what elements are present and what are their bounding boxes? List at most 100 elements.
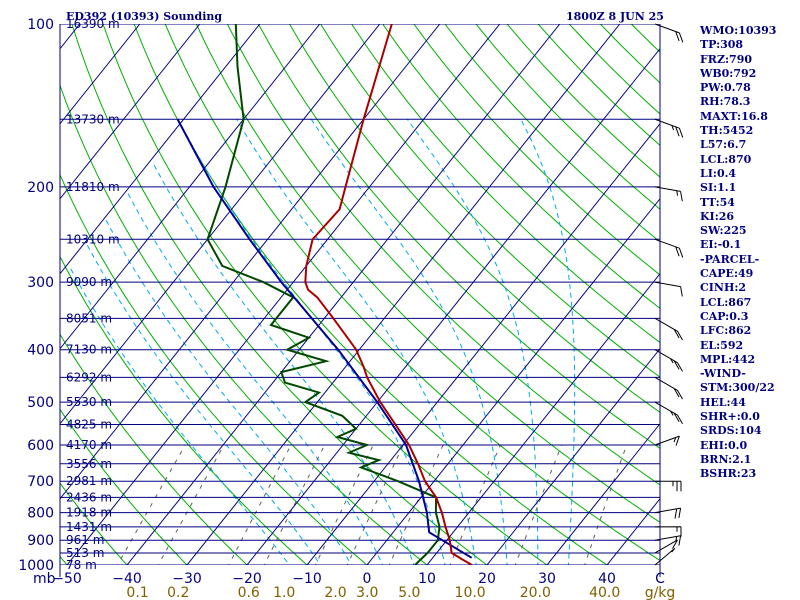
dry-adiabat-line (102, 24, 548, 565)
index-line: LCL:867 (700, 295, 752, 309)
chart-title: ED392 (10393) Sounding (66, 10, 223, 23)
dry-adiabat-line (71, 24, 488, 565)
height-label: 4170 m (66, 438, 112, 452)
pressure-tick-label: 800 (27, 506, 54, 522)
index-line: SHR+:0.0 (700, 410, 760, 424)
pressure-tick-label: 1000 (18, 558, 54, 574)
index-line: WB0:792 (700, 66, 757, 80)
dry-adiabat-line (60, 408, 188, 565)
height-label: 6292 m (66, 370, 112, 384)
height-label: 961 m (66, 533, 104, 547)
dry-adiabat-line (60, 83, 428, 565)
wind-barb (654, 507, 682, 519)
temperature-tick-label: 30 (538, 571, 556, 587)
index-line: L57:6.7 (700, 138, 747, 152)
isotherm-line (426, 272, 660, 565)
moist-adiabat-line (310, 119, 508, 565)
temperature-tick-label: −50 (52, 571, 82, 587)
wind-barb (654, 118, 684, 138)
pressure-unit-label: mb (33, 571, 56, 587)
index-line: FRZ:790 (700, 52, 753, 66)
height-label: 3556 m (66, 457, 112, 471)
background-grid (0, 24, 660, 576)
index-line: RH:78.3 (700, 95, 751, 109)
mixing-ratio-line (116, 444, 186, 565)
mixing-ratio-line (263, 444, 326, 565)
dry-adiabat-line (195, 24, 660, 523)
height-label: 11810 m (66, 180, 120, 194)
moist-adiabat-line (152, 161, 415, 565)
mixing-ratio-line (388, 444, 444, 565)
mixing-ratio-line (584, 444, 628, 565)
mixing-ratio-line (157, 444, 225, 565)
index-line: CAP:0.3 (700, 309, 749, 323)
isotherm-line (186, 24, 621, 565)
isotherm-line (60, 24, 201, 200)
dry-adiabat-line (289, 24, 660, 413)
wind-barbs (654, 23, 684, 566)
height-label: 8051 m (66, 311, 112, 325)
wind-barb (654, 349, 683, 372)
temperature-tick-label: 0 (363, 571, 372, 587)
dewpoint-profile (206, 24, 441, 565)
index-line: CAPE:49 (700, 267, 754, 281)
mixing-ratio-tick-label: 5.0 (398, 585, 420, 600)
index-line: LCL:870 (700, 152, 752, 166)
index-line: KI:26 (700, 209, 735, 223)
wind-barb (654, 317, 683, 341)
height-label: 2981 m (66, 474, 112, 488)
temperature-unit-label: C (655, 571, 665, 587)
mixing-ratio-tick-label: 0.6 (238, 585, 260, 600)
height-label: 78 m (66, 558, 97, 572)
isotherm-line (0, 24, 20, 576)
height-label: 1918 m (66, 506, 112, 520)
mixing-ratio-line (514, 444, 563, 565)
dry-adiabat-line (257, 24, 660, 449)
index-line: LI:0.4 (700, 166, 737, 180)
wind-barb (654, 480, 682, 492)
isotherm-line (60, 24, 321, 350)
pressure-tick-label: 300 (27, 275, 54, 291)
parcel-path (176, 118, 473, 559)
index-line: TT:54 (700, 195, 735, 209)
wind-barb (654, 526, 682, 537)
isotherm-line (246, 47, 660, 565)
temperature-tick-label: −20 (232, 571, 262, 587)
mixing-ratio-line (228, 444, 292, 565)
dry-adiabat-line (413, 24, 660, 276)
height-label: 4825 m (66, 418, 112, 432)
temperature-tick-label: 20 (478, 571, 496, 587)
isotherm-line (60, 24, 441, 500)
mixing-ratio-tick-label: 0.1 (126, 585, 148, 600)
height-label: 16390 m (66, 17, 120, 31)
isotherm-line (546, 422, 660, 565)
mixing-ratio-unit-label: g/kg (645, 585, 676, 600)
mixing-ratio-tick-label: 20.0 (520, 585, 551, 600)
index-line: WMO:10393 (700, 24, 777, 37)
height-label: 2436 m (66, 490, 112, 504)
index-line: -PARCEL- (700, 252, 760, 266)
index-line: EL:592 (700, 338, 744, 352)
height-label: 5530 m (66, 395, 112, 409)
index-line: MAXT:16.8 (700, 109, 768, 123)
wind-barb (654, 186, 683, 202)
temperature-tick-label: 10 (418, 571, 436, 587)
wind-barb (654, 435, 680, 446)
mixing-ratio-tick-label: 2.0 (324, 585, 346, 600)
pressure-tick-label: 100 (27, 17, 54, 33)
index-line: SI:1.1 (700, 181, 737, 195)
index-line: BRN:2.1 (700, 452, 752, 466)
temperature-tick-label: −10 (292, 571, 322, 587)
index-line: TP:308 (700, 38, 744, 52)
isotherm-line (306, 122, 660, 565)
mixing-ratio-line (449, 444, 501, 565)
wind-barb (654, 23, 684, 43)
moist-adiabat-line (236, 119, 477, 565)
pressure-tick-label: 600 (27, 438, 54, 454)
dry-adiabat-line (164, 24, 660, 562)
index-line: CINH:2 (700, 281, 747, 295)
dry-adiabat-line (382, 24, 660, 309)
wind-barb (654, 539, 678, 554)
